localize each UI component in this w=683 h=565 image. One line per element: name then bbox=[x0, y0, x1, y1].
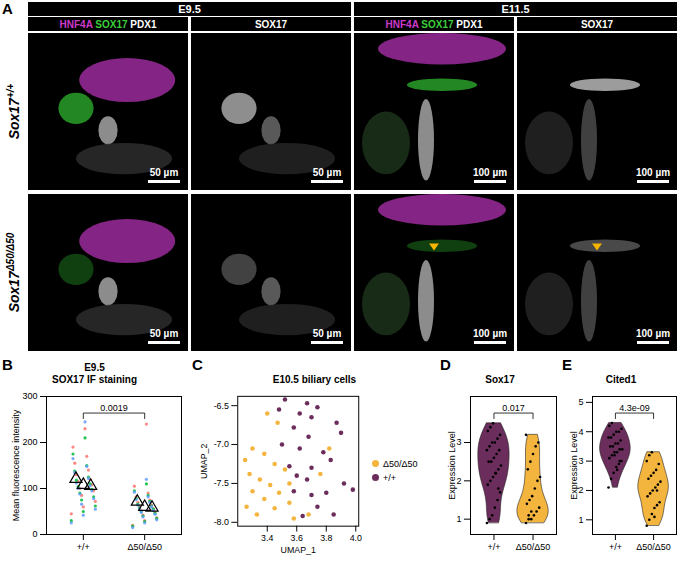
svg-text:-6.5: -6.5 bbox=[214, 400, 229, 410]
html-text:D: D bbox=[440, 356, 451, 373]
svg-text:3: 3 bbox=[456, 437, 461, 447]
svg-text:300: 300 bbox=[22, 391, 37, 401]
svg-text:SOX17: SOX17 bbox=[255, 19, 288, 30]
svg-text:100 µm: 100 µm bbox=[636, 328, 670, 339]
html-text:SOX17 IF staining: SOX17 IF staining bbox=[52, 374, 137, 385]
html-text:E: E bbox=[562, 356, 572, 373]
svg-text:3.4: 3.4 bbox=[261, 533, 273, 543]
svg-text:50 µm: 50 µm bbox=[313, 328, 342, 339]
html-text:E9.5: E9.5 bbox=[84, 362, 105, 373]
html-text:Sox17: Sox17 bbox=[485, 374, 515, 385]
svg-text:HNF4A SOX17 PDX1: HNF4A SOX17 PDX1 bbox=[386, 19, 483, 30]
svg-text:0: 0 bbox=[32, 529, 37, 539]
svg-text:E9.5: E9.5 bbox=[178, 3, 201, 15]
svg-text:3.6: 3.6 bbox=[291, 533, 303, 543]
svg-text:A: A bbox=[2, 0, 13, 17]
svg-text:Sox17Δ50/Δ50: Sox17Δ50/Δ50 bbox=[5, 232, 23, 312]
svg-text:4.3e-09: 4.3e-09 bbox=[619, 403, 650, 413]
svg-text:HNF4A SOX17 PDX1: HNF4A SOX17 PDX1 bbox=[60, 19, 157, 30]
svg-text:+/+: +/+ bbox=[609, 542, 622, 552]
svg-text:0.0019: 0.0019 bbox=[100, 403, 128, 413]
svg-text:Δ50/Δ50: Δ50/Δ50 bbox=[636, 542, 671, 552]
svg-text:Sox17+/+: Sox17+/+ bbox=[5, 83, 23, 139]
svg-text:0.017: 0.017 bbox=[502, 403, 525, 413]
svg-text:Δ50/Δ50: Δ50/Δ50 bbox=[127, 542, 162, 552]
svg-text:5: 5 bbox=[578, 397, 583, 407]
svg-text:Mean fluorescence intensity: Mean fluorescence intensity bbox=[11, 409, 21, 521]
svg-text:UMAP_1: UMAP_1 bbox=[281, 545, 316, 555]
html-text:Δ50/Δ50: Δ50/Δ50 bbox=[383, 458, 418, 469]
svg-text:Δ50/Δ50: Δ50/Δ50 bbox=[516, 542, 551, 552]
svg-text:E11.5: E11.5 bbox=[501, 3, 529, 15]
svg-text:-7.5: -7.5 bbox=[214, 478, 229, 488]
svg-text:3: 3 bbox=[578, 456, 583, 466]
svg-text:100 µm: 100 µm bbox=[473, 328, 507, 339]
svg-text:UMAP_2: UMAP_2 bbox=[199, 443, 209, 478]
svg-text:-8.0: -8.0 bbox=[214, 517, 229, 527]
svg-text:-7.0: -7.0 bbox=[214, 439, 229, 449]
html-text:C: C bbox=[192, 356, 203, 373]
svg-text:100 µm: 100 µm bbox=[473, 167, 507, 178]
html-text:E10.5 biliary cells: E10.5 biliary cells bbox=[272, 374, 357, 385]
svg-text:+/+: +/+ bbox=[77, 542, 90, 552]
html-text:Cited1: Cited1 bbox=[605, 374, 637, 385]
svg-text:50 µm: 50 µm bbox=[150, 328, 179, 339]
svg-text:1: 1 bbox=[578, 515, 583, 525]
svg-text:2: 2 bbox=[578, 485, 583, 495]
svg-text:1: 1 bbox=[456, 514, 461, 524]
svg-text:50 µm: 50 µm bbox=[150, 167, 179, 178]
svg-text:3.8: 3.8 bbox=[320, 533, 332, 543]
svg-text:4.0: 4.0 bbox=[350, 533, 362, 543]
svg-text:2: 2 bbox=[456, 476, 461, 486]
svg-text:4: 4 bbox=[578, 427, 583, 437]
svg-text:50 µm: 50 µm bbox=[313, 167, 342, 178]
svg-text:+/+: +/+ bbox=[487, 542, 500, 552]
svg-text:100 µm: 100 µm bbox=[636, 167, 670, 178]
html-text:B: B bbox=[2, 356, 13, 373]
svg-text:200: 200 bbox=[22, 437, 37, 447]
svg-text:Expression Level: Expression Level bbox=[447, 431, 457, 500]
svg-text:100: 100 bbox=[22, 483, 37, 493]
svg-text:Expression Level: Expression Level bbox=[569, 431, 579, 500]
svg-text:SOX17: SOX17 bbox=[581, 19, 614, 30]
